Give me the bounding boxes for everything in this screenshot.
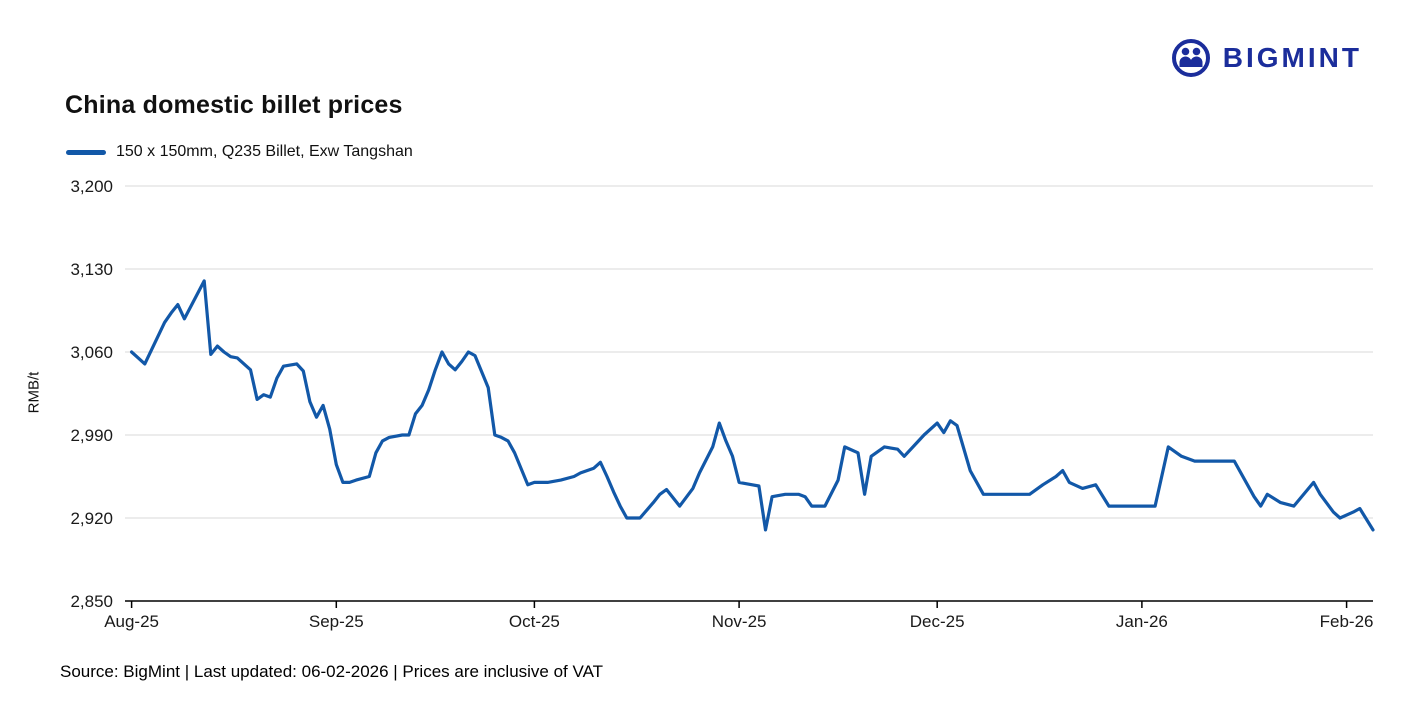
bigmint-logo-icon (1171, 39, 1210, 77)
x-tick-label: Aug-25 (104, 612, 159, 631)
page-title: China domestic billet prices (65, 90, 403, 119)
legend-line-swatch (66, 149, 106, 155)
price-line (130, 279, 1375, 532)
source-note: Source: BigMint | Last updated: 06-02-20… (60, 662, 604, 681)
chart-legend: 150 x 150mm, Q235 Billet, Exw Tangshan (66, 143, 413, 161)
y-tick-label: 3,130 (70, 260, 113, 279)
y-tick-label: 3,200 (70, 177, 113, 196)
y-tick-label: 3,060 (70, 343, 113, 362)
y-tick-label: 2,850 (70, 592, 113, 611)
x-tick-label: Dec-25 (910, 612, 965, 631)
y-tick-label: 2,990 (70, 426, 113, 445)
x-tick-label: Nov-25 (712, 612, 767, 631)
y-tick-label: 2,920 (70, 509, 113, 528)
x-tick-label: Feb-26 (1320, 612, 1374, 631)
brand-name: BIGMINT (1222, 42, 1362, 73)
x-tick-label: Oct-25 (509, 612, 560, 631)
x-tick-label: Jan-26 (1116, 612, 1168, 631)
bigmint-logo: BIGMINT (1169, 36, 1362, 80)
x-tick-label: Sep-25 (309, 612, 364, 631)
legend-label: 150 x 150mm, Q235 Billet, Exw Tangshan (116, 143, 413, 160)
